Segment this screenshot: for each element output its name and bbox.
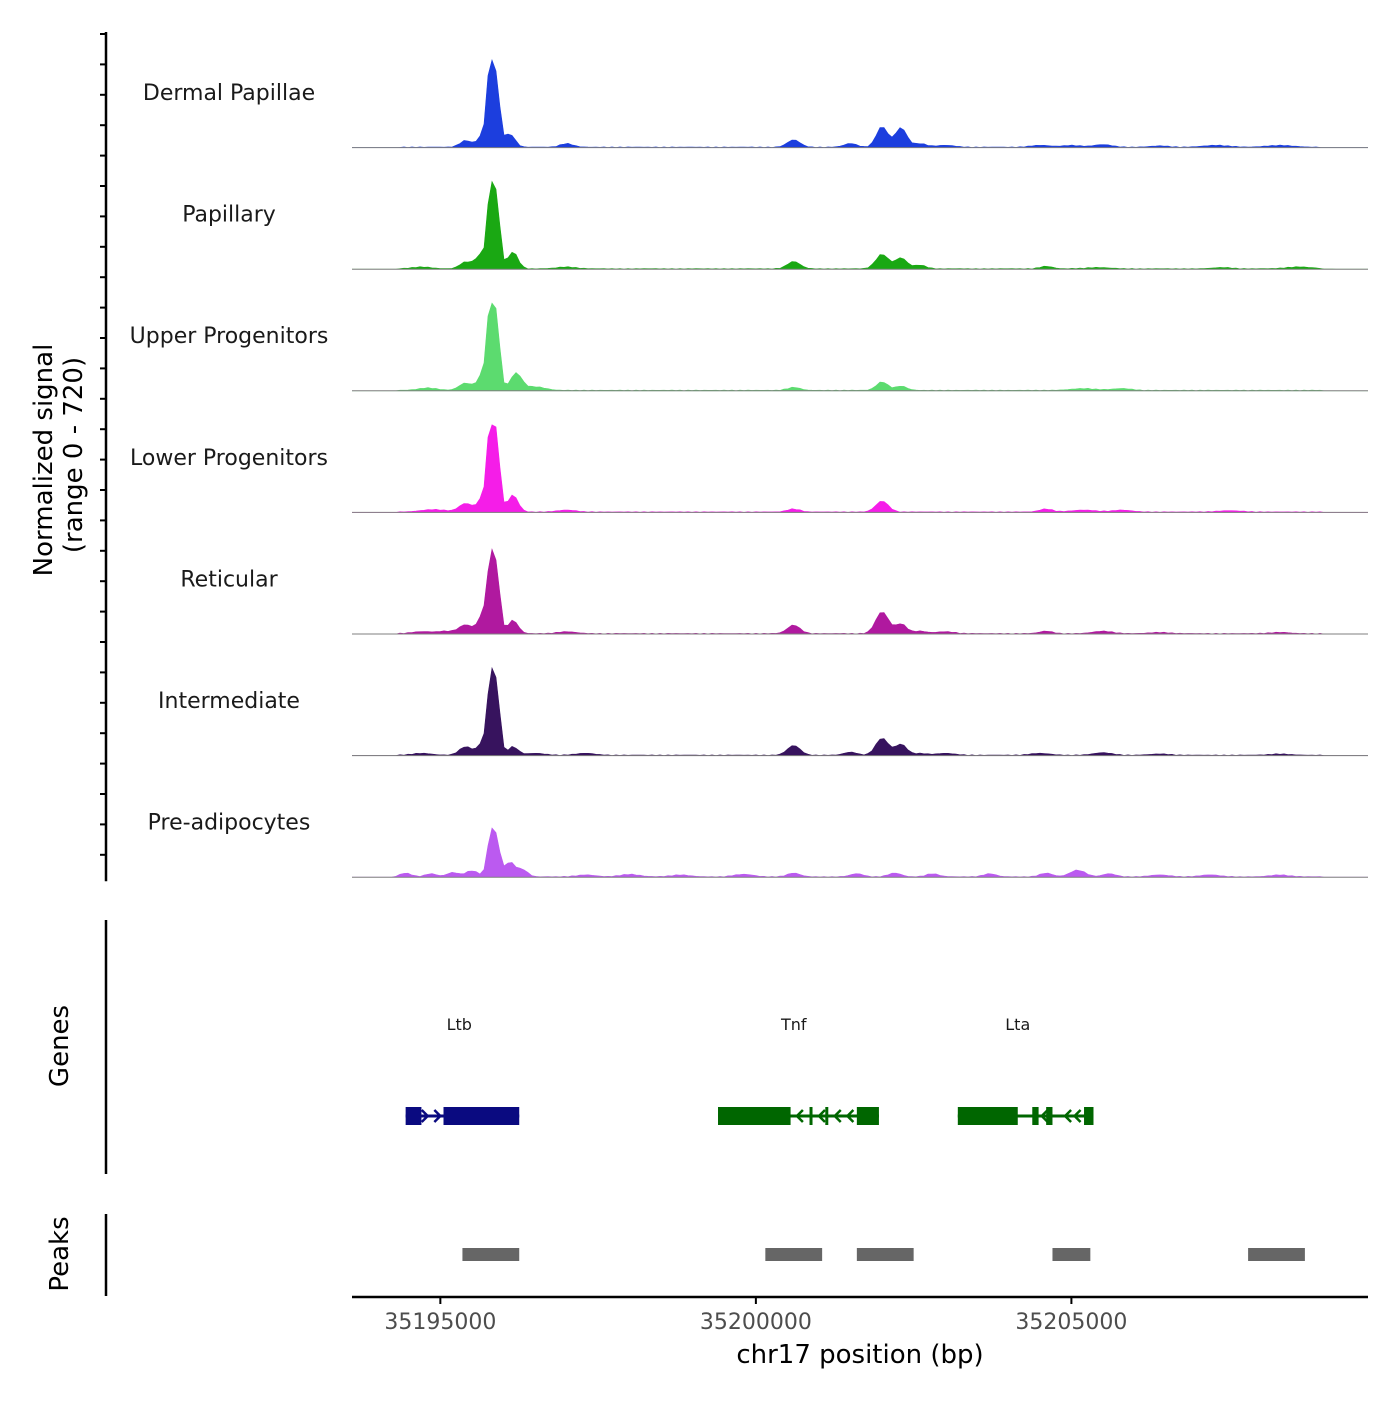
track-lower-progenitors: Lower Progenitors	[130, 424, 1368, 513]
gene-lta: Lta	[957, 1015, 1094, 1125]
strand-arrow	[433, 1109, 443, 1123]
gene-exon	[1032, 1107, 1039, 1125]
track-pre-adipocytes: Pre-adipocytes	[148, 811, 1368, 878]
strand-arrow	[817, 1109, 826, 1123]
gene-exon	[405, 1107, 422, 1125]
strand-arrow	[845, 1109, 855, 1123]
gene-exon	[1084, 1107, 1094, 1125]
strand-arrow	[420, 1109, 430, 1123]
x-tick-label: 35200000	[700, 1310, 812, 1335]
signal-area	[352, 180, 1368, 270]
gene-exon	[809, 1107, 813, 1125]
track-reticular: Reticular	[180, 548, 1368, 635]
strand-arrow	[832, 1109, 842, 1123]
signal-y-axis	[100, 32, 108, 882]
gene-exon	[1046, 1107, 1053, 1125]
gene-label: Lta	[1005, 1015, 1030, 1034]
x-axis-title: chr17 position (bp)	[736, 1340, 983, 1370]
signal-area	[352, 58, 1368, 148]
peak-region	[765, 1248, 823, 1261]
strand-arrow	[1063, 1109, 1072, 1123]
gene-label: Ltb	[447, 1015, 472, 1034]
y-axis-title-line1: Normalized signal	[29, 344, 59, 577]
signal-area	[352, 548, 1368, 635]
signal-area	[352, 666, 1368, 756]
x-tick-label: 35205000	[1015, 1310, 1127, 1335]
track-label: Upper Progenitors	[130, 324, 329, 349]
gene-track: Ltb Tnf Lta	[104, 920, 1094, 1174]
x-tick-label: 35195000	[384, 1310, 496, 1335]
strand-arrow	[795, 1109, 804, 1123]
signal-tracks: Dermal Papillae Papillary Upper Progenitor…	[130, 58, 1368, 878]
track-label: Reticular	[180, 567, 278, 592]
peak-region	[1052, 1248, 1091, 1261]
signal-area	[352, 827, 1368, 878]
peak-region	[1248, 1248, 1305, 1261]
genes-axis-title: Genes	[45, 1005, 75, 1087]
gene-tnf: Tnf	[718, 1015, 879, 1125]
gene-exon	[718, 1107, 791, 1125]
track-dermal-papillae: Dermal Papillae	[143, 58, 1368, 149]
gene-exon	[825, 1107, 829, 1125]
track-label: Lower Progenitors	[130, 446, 328, 471]
track-intermediate: Intermediate	[158, 666, 1368, 757]
track-papillary: Papillary	[182, 180, 1368, 270]
peak-region	[856, 1248, 914, 1261]
gene-exon	[856, 1107, 879, 1125]
track-label: Pre-adipocytes	[148, 811, 311, 836]
peaks-axis-title: Peaks	[45, 1216, 75, 1291]
peak-region	[462, 1248, 520, 1261]
signal-area	[352, 424, 1368, 513]
strand-arrow	[1039, 1109, 1049, 1123]
y-axis-title-line2: (range 0 - 720)	[59, 357, 89, 553]
gene-exon	[957, 1107, 1018, 1125]
x-axis: 35195000 35200000 35205000	[352, 1295, 1368, 1335]
strand-arrow	[1072, 1109, 1082, 1123]
track-label: Intermediate	[158, 689, 300, 714]
track-label: Dermal Papillae	[143, 81, 315, 106]
signal-area	[352, 302, 1368, 392]
peak-track	[104, 1214, 1305, 1296]
gene-label: Tnf	[780, 1015, 807, 1034]
track-label: Papillary	[182, 203, 276, 228]
gene-exon	[443, 1107, 520, 1125]
gene-ltb: Ltb	[405, 1015, 520, 1125]
track-upper-progenitors: Upper Progenitors	[130, 302, 1368, 392]
